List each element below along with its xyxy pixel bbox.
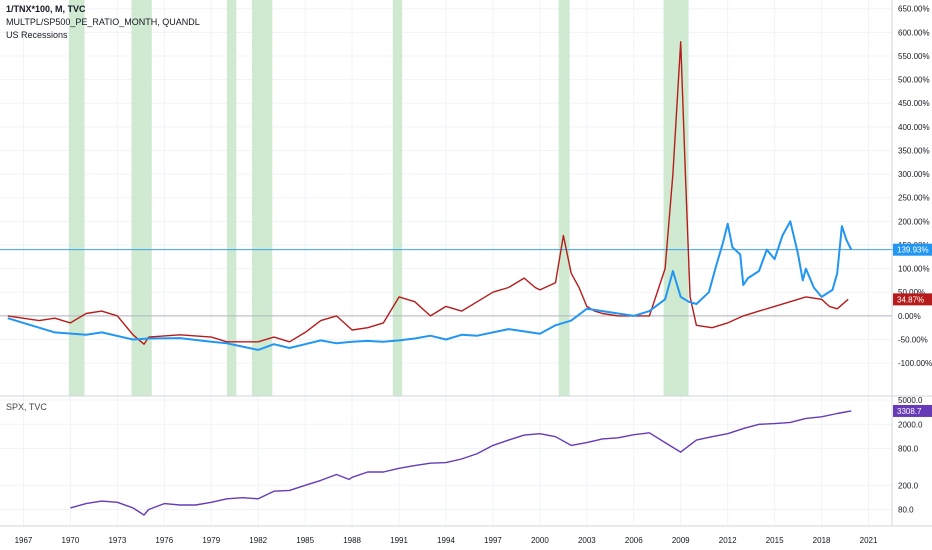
x-tick-label: 1973	[108, 536, 126, 545]
x-tick-label: 1970	[62, 536, 80, 545]
x-tick-label: 2006	[625, 536, 643, 545]
recession-band	[558, 0, 570, 396]
y-tick-label: 650.00%	[898, 5, 930, 14]
y-tick-label: -100.00%	[898, 359, 932, 368]
y-tick-label: 550.00%	[898, 52, 930, 61]
y-tick-label: 350.00%	[898, 146, 930, 155]
recession-band	[251, 0, 273, 396]
last-value-red-bg	[893, 293, 932, 306]
x-tick-label: 2015	[766, 536, 784, 545]
y-tick-label: 50.00%	[898, 288, 925, 297]
y-tick-label-lower: 200.0	[898, 481, 919, 490]
x-tick-label: 1997	[484, 536, 502, 545]
y-tick-label-lower: 5000.0	[898, 396, 923, 405]
y-tick-label: 0.00%	[898, 312, 921, 321]
x-tick-label: 1988	[343, 536, 361, 545]
last-value-red: 34.87%	[897, 295, 924, 304]
y-tick-label: 200.00%	[898, 217, 930, 226]
x-tick-label: 1979	[202, 536, 220, 545]
series-purple	[70, 410, 852, 516]
last-value-purple-bg	[893, 404, 932, 417]
y-tick-label-lower: 800.0	[898, 445, 919, 454]
recession-band	[392, 0, 403, 396]
x-tick-label: 2000	[531, 536, 549, 545]
recession-band	[226, 0, 237, 396]
recession-band	[68, 0, 85, 396]
series-blue	[7, 220, 853, 351]
x-tick-label: 1982	[249, 536, 267, 545]
legend-pe-ratio: MULTPL/SP500_PE_RATIO_MONTH, QUANDL	[6, 17, 200, 27]
x-tick-label: 2012	[719, 536, 737, 545]
y-tick-label-lower: 2000.0	[898, 420, 923, 429]
x-tick-label: 2003	[578, 536, 596, 545]
legend-recessions: US Recessions	[6, 30, 68, 40]
y-tick-label: 100.00%	[898, 265, 930, 274]
y-tick-label: 450.00%	[898, 99, 930, 108]
x-tick-label: 1985	[296, 536, 314, 545]
x-tick-label: 2021	[860, 536, 878, 545]
x-tick-label: 2009	[672, 536, 690, 545]
x-tick-label: 1976	[155, 536, 173, 545]
last-value-blue-bg	[893, 243, 932, 256]
y-tick-label: 250.00%	[898, 194, 930, 203]
y-tick-label: -50.00%	[898, 335, 928, 344]
last-value-blue: 139.93%	[897, 246, 929, 255]
legend-tnx: 1/TNX*100, M, TVC	[6, 4, 86, 14]
y-tick-label-lower: 80.0	[898, 506, 914, 515]
x-tick-label: 1991	[390, 536, 408, 545]
y-tick-label: 500.00%	[898, 76, 930, 85]
x-tick-label: 1967	[15, 536, 33, 545]
series-red	[7, 41, 849, 345]
y-tick-label: 400.00%	[898, 123, 930, 132]
y-tick-label: 300.00%	[898, 170, 930, 179]
recession-band	[663, 0, 689, 396]
y-tick-label: 600.00%	[898, 28, 930, 37]
last-value-purple: 3308.7	[897, 407, 922, 416]
legend-spx: SPX, TVC	[6, 402, 47, 412]
x-tick-label: 1994	[437, 536, 455, 545]
recession-band	[131, 0, 152, 396]
x-tick-label: 2018	[813, 536, 831, 545]
